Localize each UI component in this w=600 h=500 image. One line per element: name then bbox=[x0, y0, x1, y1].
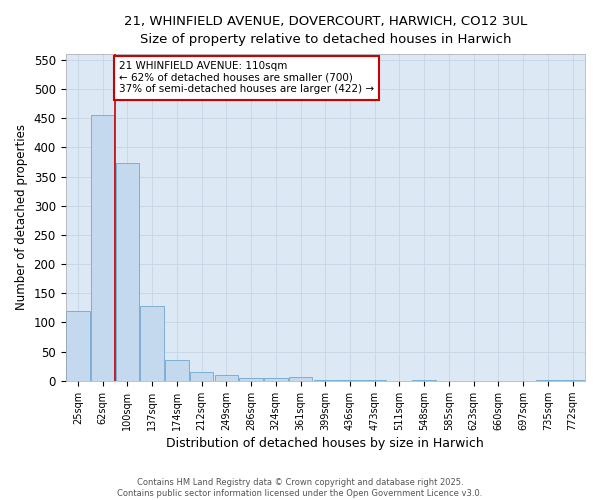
Bar bbox=[338, 380, 362, 381]
Bar bbox=[314, 380, 337, 381]
Bar bbox=[91, 116, 115, 381]
Bar bbox=[363, 380, 386, 381]
X-axis label: Distribution of detached houses by size in Harwich: Distribution of detached houses by size … bbox=[166, 437, 484, 450]
Bar bbox=[116, 163, 139, 381]
Text: 21 WHINFIELD AVENUE: 110sqm
← 62% of detached houses are smaller (700)
37% of se: 21 WHINFIELD AVENUE: 110sqm ← 62% of det… bbox=[119, 61, 374, 94]
Bar bbox=[412, 380, 436, 381]
Bar bbox=[264, 378, 287, 381]
Text: Contains HM Land Registry data © Crown copyright and database right 2025.
Contai: Contains HM Land Registry data © Crown c… bbox=[118, 478, 482, 498]
Bar bbox=[561, 380, 584, 381]
Bar bbox=[140, 306, 164, 381]
Bar bbox=[239, 378, 263, 381]
Y-axis label: Number of detached properties: Number of detached properties bbox=[15, 124, 28, 310]
Title: 21, WHINFIELD AVENUE, DOVERCOURT, HARWICH, CO12 3UL
Size of property relative to: 21, WHINFIELD AVENUE, DOVERCOURT, HARWIC… bbox=[124, 15, 527, 46]
Bar bbox=[215, 375, 238, 381]
Bar bbox=[66, 311, 89, 381]
Bar bbox=[536, 380, 560, 381]
Bar bbox=[289, 376, 312, 381]
Bar bbox=[165, 360, 188, 381]
Bar bbox=[190, 372, 214, 381]
